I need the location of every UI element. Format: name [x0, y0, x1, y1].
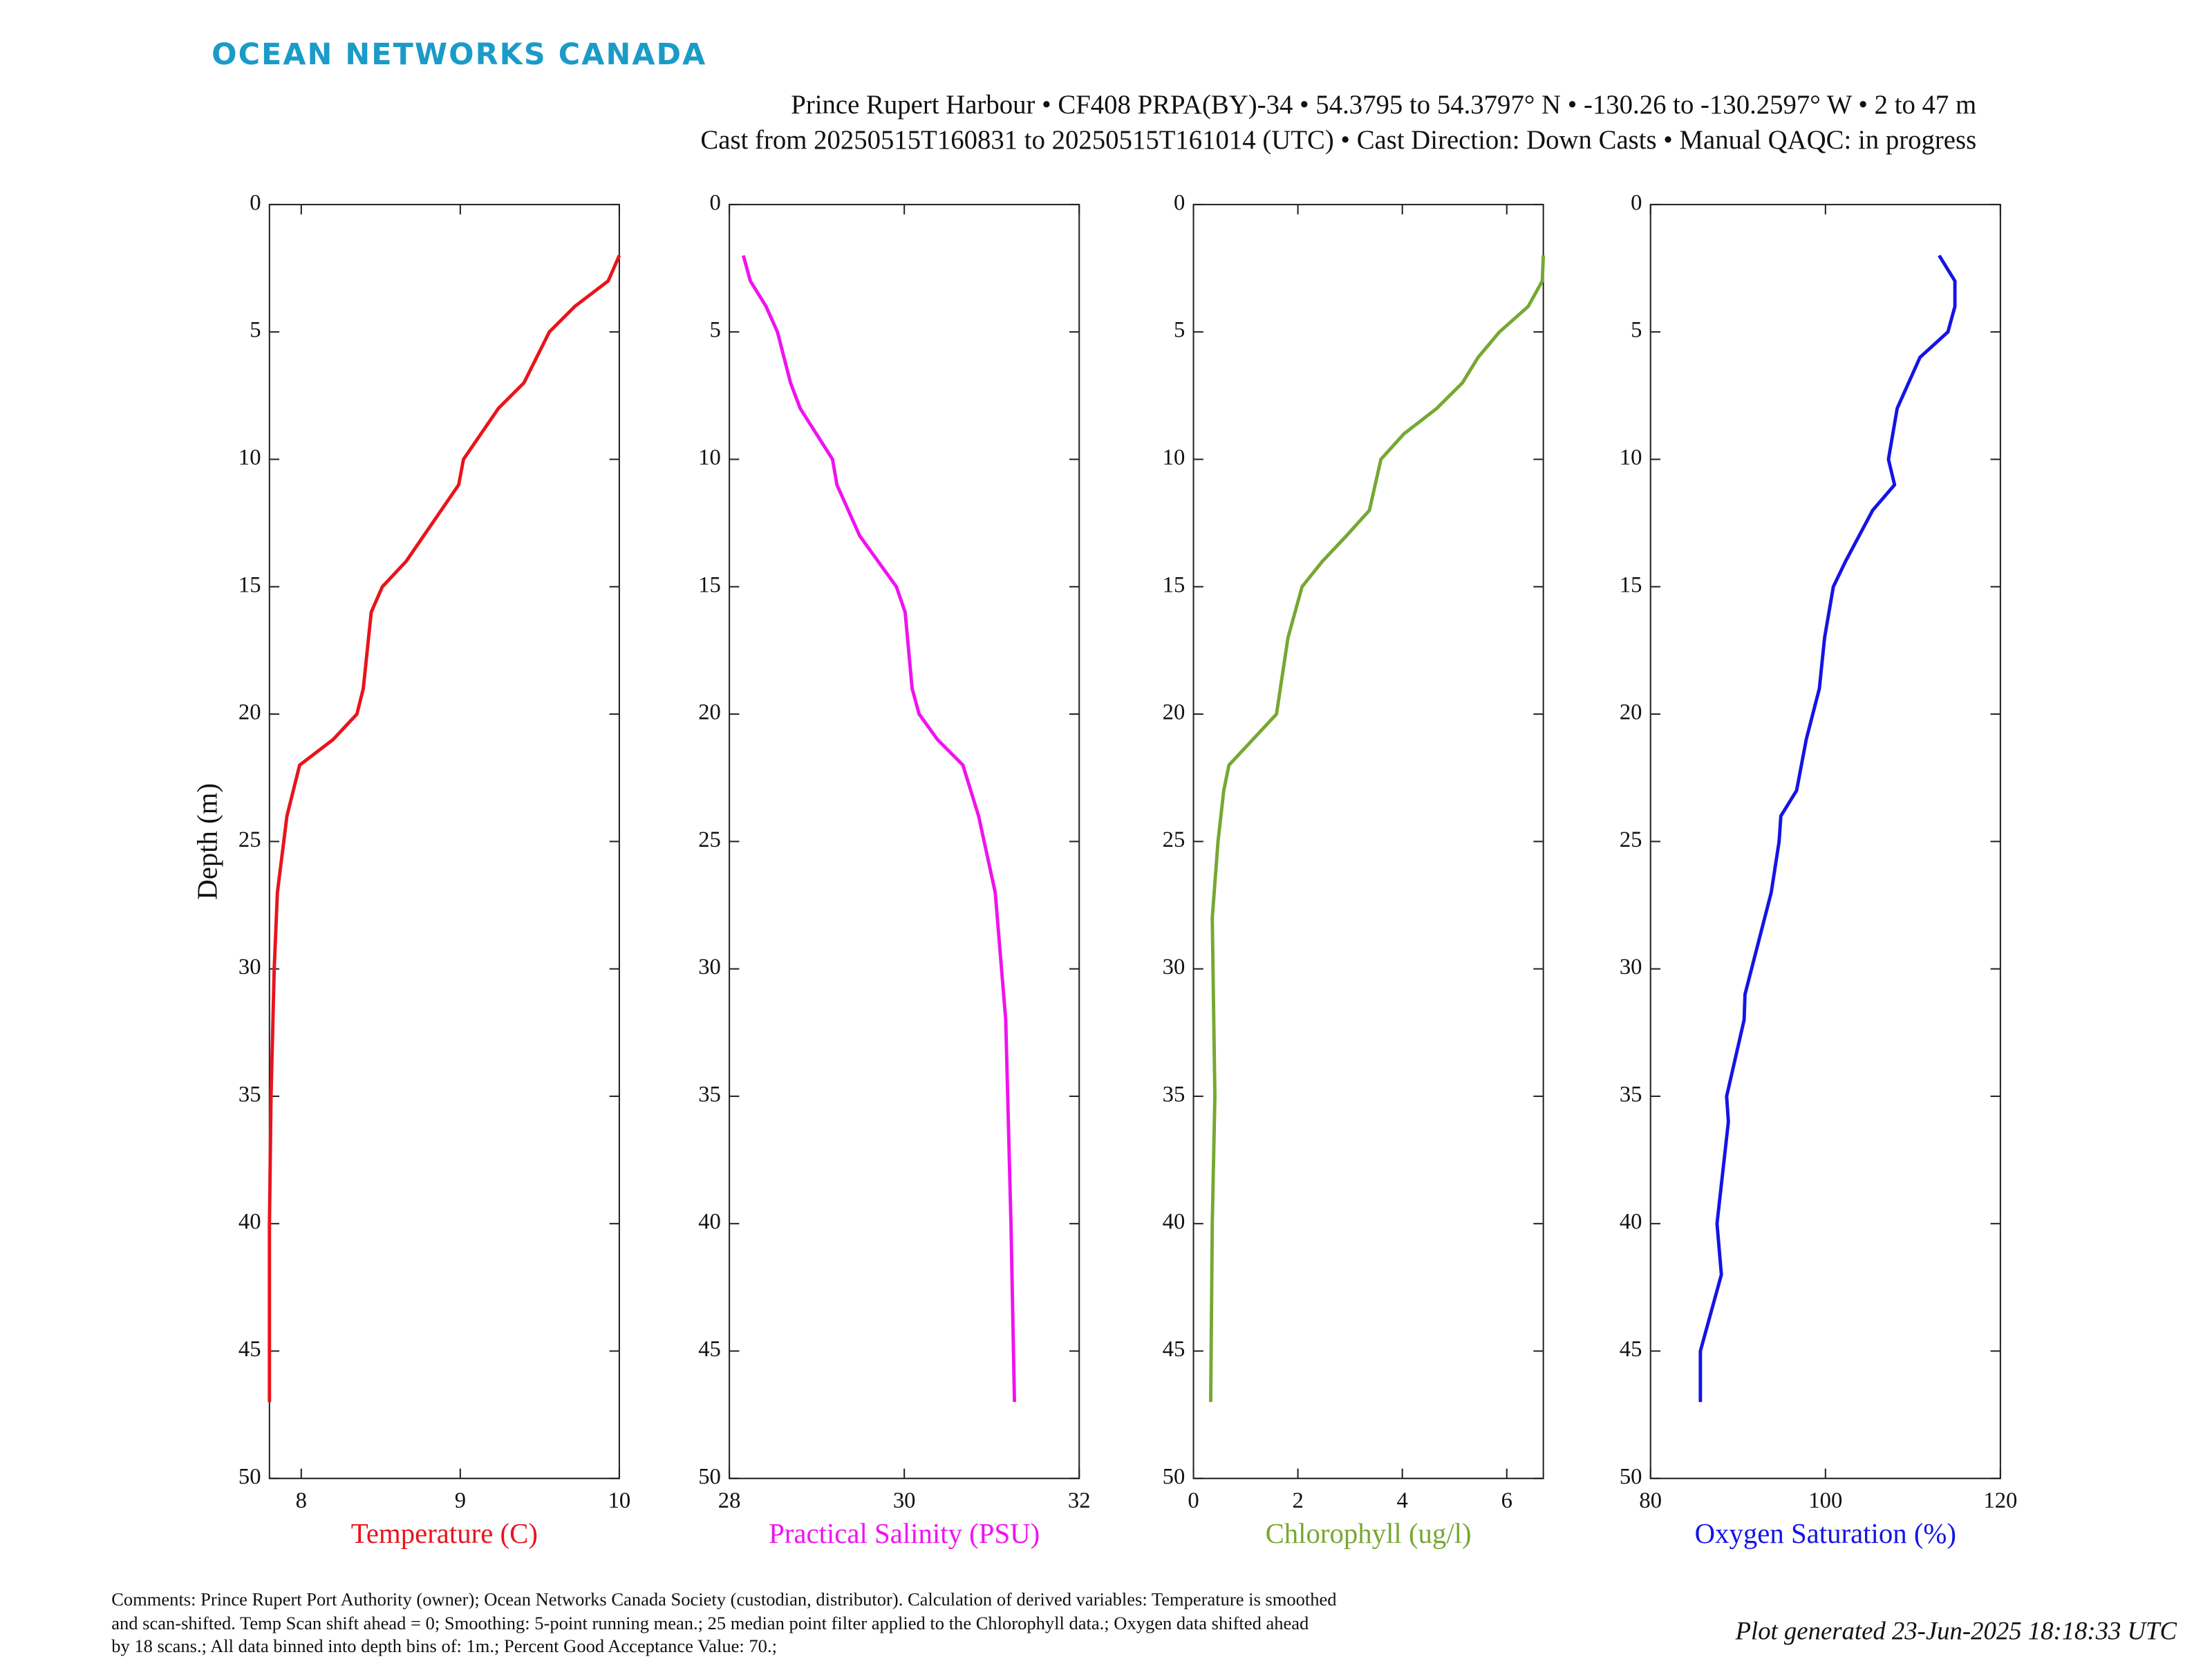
plot-frame: [1192, 203, 1544, 1479]
y-tick-label: 20: [238, 700, 261, 725]
y-tick-label: 40: [1620, 1210, 1642, 1235]
x-tick-label: 120: [1983, 1488, 2017, 1513]
y-tick-label: 15: [698, 572, 721, 597]
y-tick-label: 15: [1620, 572, 1642, 597]
x-tick-label: 10: [608, 1488, 631, 1513]
subtitle: Prince Rupert Harbour • CF408 PRPA(BY)-3…: [791, 90, 1976, 120]
logo: OCEAN NETWORKS CANADA: [212, 37, 706, 72]
y-tick-label: 25: [238, 827, 261, 852]
y-tick-label: 10: [1163, 445, 1185, 470]
y-tick-label: 10: [698, 445, 721, 470]
y-tick-label: 40: [1163, 1210, 1185, 1235]
y-tick-label: 5: [250, 318, 261, 343]
y-tick-label: 10: [238, 445, 261, 470]
y-tick-label: 40: [238, 1210, 261, 1235]
y-tick-label: 45: [238, 1337, 261, 1362]
y-tick-label: 45: [1620, 1337, 1642, 1362]
x-tick-label: 9: [455, 1488, 466, 1513]
x-axis-label: Practical Salinity (PSU): [769, 1518, 1040, 1549]
y-tick-label: 0: [1631, 190, 1642, 215]
x-tick-label: 30: [893, 1488, 916, 1513]
profile-line: [268, 254, 621, 1403]
comment: by 18 scans.; All data binned into depth…: [111, 1635, 777, 1656]
y-tick-label: 15: [1163, 572, 1185, 597]
subtitle: Cast from 20250515T160831 to 20250515T16…: [700, 125, 1976, 155]
y-tick-label: 35: [238, 1082, 261, 1107]
y-tick-label: 25: [1620, 827, 1642, 852]
y-tick-label: 30: [1163, 955, 1185, 980]
plot-frame: [729, 203, 1080, 1479]
plot-frame: [268, 203, 620, 1479]
y-tick-label: 0: [250, 190, 261, 215]
y-tick-label: 20: [1620, 700, 1642, 725]
plot-frame: [1649, 203, 2001, 1479]
y-tick-label: 50: [238, 1464, 261, 1489]
x-tick-label: 6: [1501, 1488, 1512, 1513]
x-tick-label: 8: [296, 1488, 307, 1513]
y-axis-label: Depth (m): [191, 783, 223, 900]
y-tick-label: 25: [698, 827, 721, 852]
x-tick-label: 2: [1292, 1488, 1303, 1513]
comment: and scan-shifted. Temp Scan shift ahead …: [111, 1613, 1309, 1633]
comment: Comments: Prince Rupert Port Authority (…: [111, 1588, 1336, 1609]
profile-line: [1698, 254, 1957, 1403]
y-tick-label: 50: [1620, 1464, 1642, 1489]
y-tick-label: 10: [1620, 445, 1642, 470]
x-tick-label: 28: [718, 1488, 741, 1513]
y-tick-label: 0: [710, 190, 721, 215]
y-tick-label: 45: [698, 1337, 721, 1362]
y-tick-label: 5: [1631, 318, 1642, 343]
profile-line: [1209, 255, 1546, 1403]
y-tick-label: 0: [1174, 190, 1185, 215]
y-tick-label: 40: [698, 1210, 721, 1235]
x-tick-label: 4: [1397, 1488, 1408, 1513]
y-tick-label: 35: [1163, 1082, 1185, 1107]
y-tick-label: 50: [1163, 1464, 1185, 1489]
y-tick-label: 35: [1620, 1082, 1642, 1107]
x-tick-label: 100: [1808, 1488, 1842, 1513]
y-tick-label: 30: [1620, 955, 1642, 980]
x-tick-label: 80: [1639, 1488, 1662, 1513]
y-tick-label: 20: [1163, 700, 1185, 725]
y-tick-label: 5: [1174, 318, 1185, 343]
y-tick-label: 15: [238, 572, 261, 597]
footer: Plot generated 23-Jun-2025 18:18:33 UTC: [1735, 1617, 2177, 1645]
y-tick-label: 30: [698, 955, 721, 980]
y-tick-label: 50: [698, 1464, 721, 1489]
y-tick-label: 30: [238, 955, 261, 980]
y-tick-label: 45: [1163, 1337, 1185, 1362]
x-tick-label: 0: [1188, 1488, 1199, 1513]
x-axis-label: Chlorophyll (ug/l): [1266, 1518, 1472, 1549]
y-tick-label: 20: [698, 700, 721, 725]
y-tick-label: 35: [698, 1082, 721, 1107]
x-axis-label: Oxygen Saturation (%): [1695, 1518, 1956, 1549]
x-tick-label: 32: [1068, 1488, 1091, 1513]
y-tick-label: 5: [710, 318, 721, 343]
x-axis-label: Temperature (C): [351, 1518, 538, 1549]
y-tick-label: 25: [1163, 827, 1185, 852]
profile-line: [741, 254, 1017, 1403]
